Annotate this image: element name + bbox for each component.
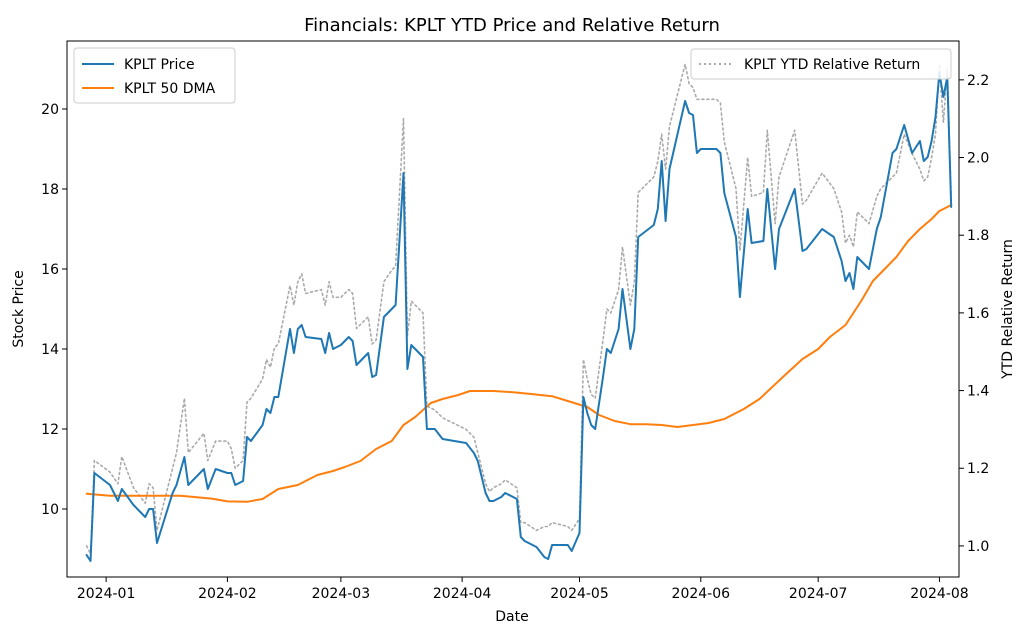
y-tick-label: 16: [41, 262, 59, 278]
x-tick-label: 2024-06: [672, 586, 731, 602]
legend-right-box: [690, 48, 952, 80]
series-layer: [85, 63, 953, 562]
y2-tick-label: 2.0: [967, 151, 989, 167]
y2-tick-label: 1.8: [967, 228, 989, 244]
chart-title: Financials: KPLT YTD Price and Relative …: [304, 15, 720, 36]
y-axis-label: Stock Price: [11, 270, 27, 347]
x-tick-label: 2024-01: [77, 586, 136, 602]
x-tick-label: 2024-03: [312, 586, 371, 602]
y2-tick-label: 2.2: [967, 73, 989, 89]
x-tick-label: 2024-02: [198, 586, 257, 602]
legend-left-box: [73, 47, 236, 104]
legend-label-price: KPLT Price: [124, 57, 195, 73]
plot-frame: [66, 40, 960, 578]
y-tick-label: 12: [41, 422, 59, 438]
y2-tick-label: 1.4: [967, 384, 989, 400]
x-axis: 2024-01 2024-02 2024-03 2024-04 2024-05 2024-…: [77, 577, 969, 602]
x-axis-label: Date: [495, 609, 528, 625]
x-tick-label: 2024-08: [910, 586, 969, 602]
y2-tick-label: 1.6: [967, 306, 989, 322]
legend-label-relative: KPLT YTD Relative Return: [744, 57, 920, 73]
y2-tick-label: 1.0: [967, 539, 989, 555]
y-axis-right: 1.0 1.2 1.4 1.6 1.8 2.0 2.2: [959, 73, 989, 555]
y-tick-label: 10: [41, 502, 59, 518]
series-line-price: [85, 72, 953, 562]
y-tick-label: 20: [41, 102, 59, 118]
legend-left: KPLT Price KPLT 50 DMA: [73, 47, 236, 104]
x-tick-label: 2024-04: [433, 586, 492, 602]
legend-label-dma: KPLT 50 DMA: [124, 81, 216, 97]
plot-area: [66, 40, 960, 578]
x-tick-label: 2024-07: [789, 586, 848, 602]
y2-axis-label: YTD Relative Return: [1000, 239, 1016, 380]
y-tick-label: 14: [41, 342, 59, 358]
y-tick-label: 18: [41, 182, 59, 198]
y2-tick-label: 1.2: [967, 461, 989, 477]
series-line-dma: [85, 204, 953, 503]
x-tick-label: 2024-05: [550, 586, 609, 602]
legend-right: KPLT YTD Relative Return: [690, 48, 952, 80]
y-axis-left: 10 12 14 16 18 20: [41, 102, 67, 518]
series-line-relative: [85, 63, 952, 555]
